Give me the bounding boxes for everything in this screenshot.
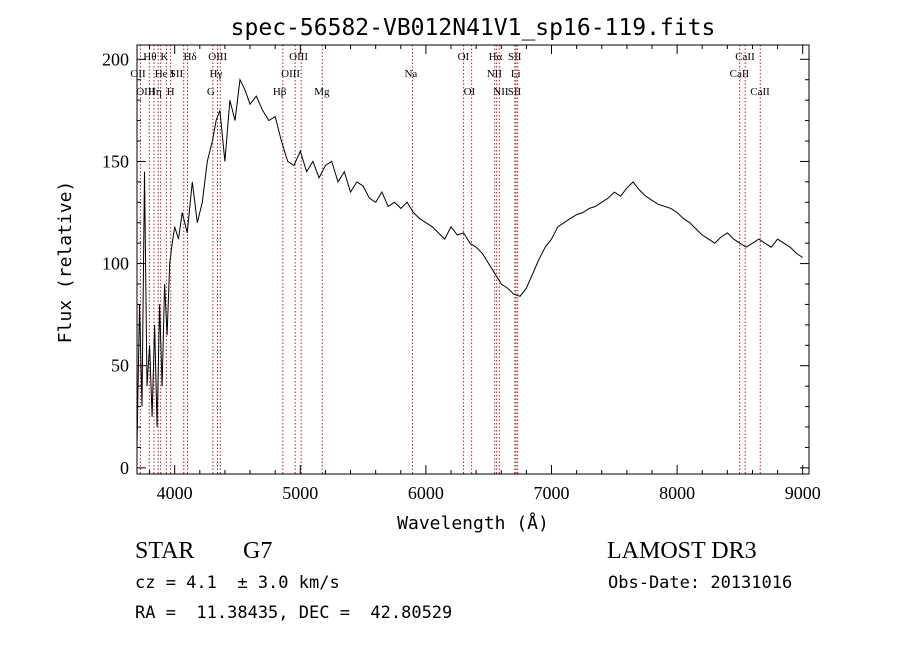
y-axis-label: Flux (relative) bbox=[55, 181, 76, 344]
line-label: Na bbox=[404, 68, 417, 80]
redshift-text: cz = 4.1 ± 3.0 km/s bbox=[135, 573, 340, 593]
emission-line-markers bbox=[139, 45, 761, 474]
line-label: I bbox=[171, 68, 175, 80]
x-tick-label: 4000 bbox=[157, 483, 193, 503]
y-tick-label: 50 bbox=[111, 356, 129, 376]
x-tick-label: 8000 bbox=[659, 483, 695, 503]
obs-date-text: Obs-Date: 20131016 bbox=[608, 573, 793, 593]
line-label: OI bbox=[464, 86, 476, 98]
line-label: Hα bbox=[489, 51, 503, 63]
x-tick-label: 9000 bbox=[785, 483, 821, 503]
y-tick-label: 0 bbox=[120, 458, 129, 478]
y-tick-label: 150 bbox=[102, 151, 129, 171]
line-label: OII bbox=[130, 68, 146, 80]
x-tick-label: 5000 bbox=[282, 483, 318, 503]
y-tick-label: 100 bbox=[102, 254, 129, 274]
spectrum-line bbox=[136, 77, 803, 448]
coordinates-text: RA = 11.38435, DEC = 42.80529 bbox=[135, 603, 453, 623]
line-label: Hδ bbox=[183, 51, 196, 63]
line-label: CaII bbox=[730, 68, 750, 80]
line-label: CaII bbox=[750, 86, 770, 98]
line-label: OIII bbox=[136, 86, 155, 98]
line-label: Hβ bbox=[273, 86, 287, 98]
line-label: H bbox=[167, 86, 175, 98]
plot-frame bbox=[136, 44, 810, 475]
line-label: OIII bbox=[208, 51, 227, 63]
y-tick-label: 200 bbox=[102, 49, 129, 69]
axis-ticks: 4000 5000 6000 7000 8000 9000 0 50 100 150 200 bbox=[102, 45, 821, 503]
line-label: He bbox=[155, 68, 168, 80]
line-label: OIII bbox=[281, 68, 300, 80]
line-label: Hη bbox=[148, 86, 162, 98]
line-label: Hθ bbox=[143, 51, 156, 63]
object-class: STAR bbox=[135, 538, 195, 564]
x-tick-label: 7000 bbox=[534, 483, 570, 503]
line-label: Hγ bbox=[210, 68, 223, 80]
chart-title: spec-56582-VB012N41V1_sp16-119.fits bbox=[231, 15, 716, 41]
line-label: G bbox=[207, 86, 215, 98]
line-label: SII bbox=[170, 68, 184, 80]
line-label: K bbox=[160, 51, 168, 63]
line-label: NII bbox=[493, 86, 509, 98]
line-label: CaII bbox=[735, 51, 755, 63]
line-label: OI bbox=[458, 51, 470, 63]
line-label: Li bbox=[511, 68, 521, 80]
survey-name: LAMOST DR3 bbox=[607, 538, 757, 564]
line-label: NII bbox=[487, 68, 503, 80]
x-axis-label: Wavelength (Å) bbox=[397, 512, 549, 534]
x-tick-label: 6000 bbox=[408, 483, 444, 503]
spectrum-series bbox=[136, 77, 803, 448]
line-label: OIII bbox=[289, 51, 308, 63]
line-label: Mg bbox=[314, 86, 330, 98]
object-subclass: G7 bbox=[243, 538, 273, 564]
line-label: SII bbox=[508, 86, 522, 98]
line-label: SII bbox=[508, 51, 522, 63]
